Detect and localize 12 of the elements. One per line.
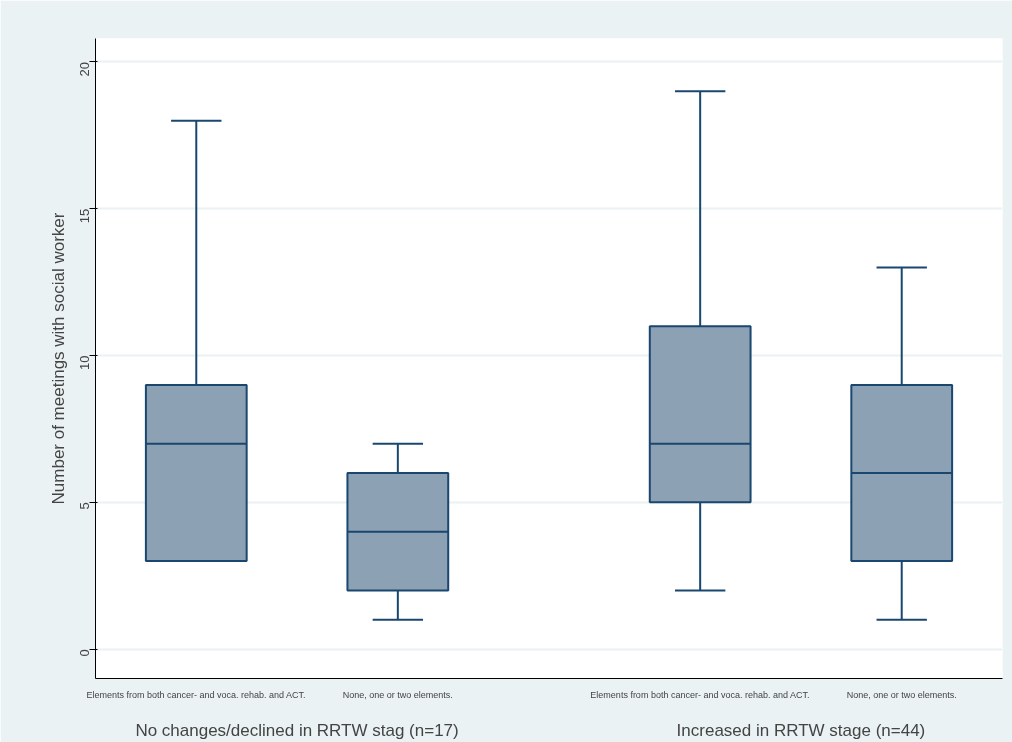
y-tick-label: 20 [77,61,92,77]
text: No changes/declined in RRTW stag (n=17) [135,720,459,740]
x-tick-label: Elements from both cancer- and voca. rehab. and ACT. [86,689,306,700]
y-tick-label: 5 [77,502,92,510]
x-tick-label: None, one or two elements. [342,689,453,700]
x-tick-label: Elements from both cancer- and voca. rehab. and ACT. [590,689,810,700]
text: Increased in RRTW stage (n=44) [676,720,926,740]
y-axis-title: Number of meetings with social worker [48,212,68,505]
y-tick-label: 0 [77,649,92,657]
y-tick-label: 10 [77,355,92,371]
y-tick-label: 15 [77,208,92,224]
x-tick-label: None, one or two elements. [846,689,957,700]
